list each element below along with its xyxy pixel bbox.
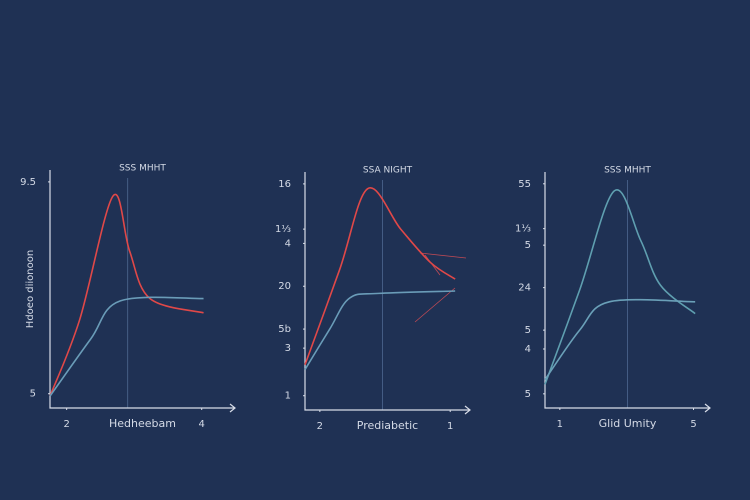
y-tick-label: 4 [525, 344, 531, 355]
x-axis-label: Hedheebam [109, 417, 176, 430]
y-tick-label: 55 [518, 179, 531, 190]
axis-arrow [704, 403, 711, 413]
x-axis-label: Prediabetic [357, 419, 418, 432]
chart-title: SSS MHHT [604, 166, 651, 176]
chart-title: SSA NIGHT [363, 166, 413, 176]
y-tick-label: 5 [525, 240, 531, 251]
y-tick-label: 5b [278, 324, 291, 335]
line-series [544, 189, 696, 385]
y-tick-label: 1⅓ [275, 224, 291, 235]
x-tick-label: 1 [557, 419, 563, 430]
y-tick-label: 3 [285, 343, 291, 354]
y-tick-label: 1 [285, 391, 291, 402]
line-series [304, 187, 456, 366]
y-tick-label: 5 [525, 325, 531, 336]
line-series [304, 290, 456, 370]
x-tick-label: 2 [63, 419, 69, 430]
line-series [49, 193, 204, 397]
y-tick-label: 4 [285, 238, 291, 249]
x-tick-label: 1 [447, 421, 453, 432]
line-series [544, 298, 696, 381]
axes [49, 170, 235, 409]
y-axis-label: Hdoeo diionoon [25, 250, 36, 328]
axes [304, 172, 470, 411]
y-tick-label: 5 [30, 389, 36, 400]
y-tick-label: 20 [278, 281, 291, 292]
axes [544, 172, 710, 409]
y-tick-label: 9.5 [20, 177, 36, 188]
y-tick-label: 16 [278, 179, 291, 190]
x-tick-label: 2 [317, 421, 323, 432]
y-tick-label: 5 [525, 389, 531, 400]
chart-title: SSS MHHT [119, 164, 166, 174]
axis-arrow [229, 403, 236, 413]
y-tick-label: 1⅓ [515, 224, 531, 235]
y-tick-label: 24 [518, 283, 531, 294]
axis-arrow [464, 405, 471, 415]
line-series [49, 296, 204, 397]
x-tick-label: 4 [199, 419, 205, 430]
x-axis-label: Glid Umity [599, 417, 657, 430]
x-tick-label: 5 [690, 419, 696, 430]
